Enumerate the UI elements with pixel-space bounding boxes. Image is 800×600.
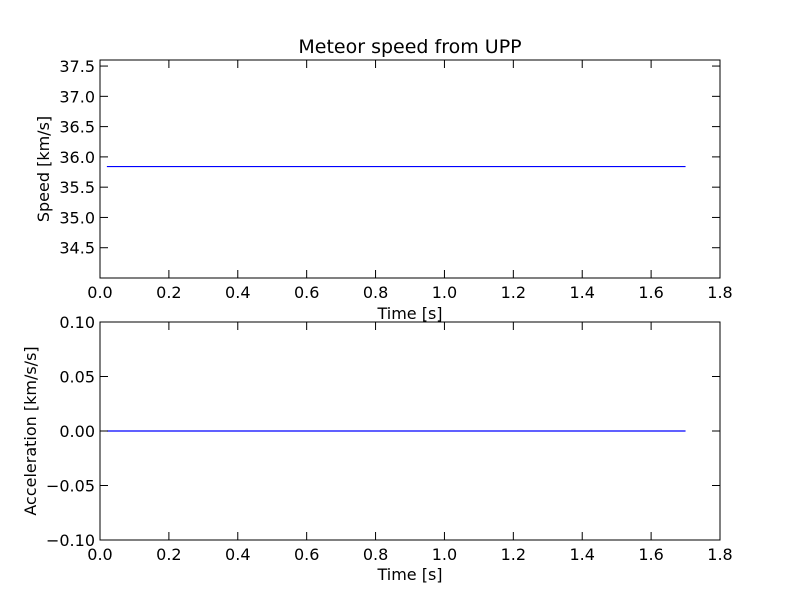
- acceleration-axes: 0.0 0.2 0.4 0.6 0.8 1.0 1.2 1.4 1.6 1.8 −0.10 −0.05…: [21, 313, 733, 584]
- acceleration-x-tick-label: 0.4: [225, 545, 250, 564]
- acceleration-x-tick-label: 1.6: [638, 545, 663, 564]
- speed-x-tick-label: 0.0: [87, 283, 112, 302]
- speed-axes: Meteor speed from UPP 0.0 0.2 0.4 0.6 0.8 1.0…: [34, 36, 733, 323]
- speed-y-tick-label: 37.0: [59, 87, 95, 106]
- acceleration-x-tick-label: 0.2: [156, 545, 181, 564]
- speed-y-tick-label: 35.0: [59, 208, 95, 227]
- acceleration-x-tick-label: 0.0: [87, 545, 112, 564]
- speed-y-tick-label: 36.5: [59, 118, 95, 137]
- acceleration-x-tick-label: 1.8: [707, 545, 732, 564]
- speed-x-tick-label: 1.4: [569, 283, 594, 302]
- speed-y-tick-label: 34.5: [59, 239, 95, 258]
- speed-y-tick-label: 35.5: [59, 178, 95, 197]
- speed-x-tick-label: 1.2: [501, 283, 526, 302]
- acceleration-x-tick-label: 1.2: [501, 545, 526, 564]
- acceleration-y-tick-label: −0.10: [46, 531, 95, 550]
- speed-ticks-group: 0.0 0.2 0.4 0.6 0.8 1.0 1.2 1.4 1.6 1.8 34.5 35.0 35…: [59, 57, 732, 302]
- speed-x-tick-label: 0.2: [156, 283, 181, 302]
- speed-x-tick-label: 1.0: [432, 283, 457, 302]
- speed-x-tick-label: 1.6: [638, 283, 663, 302]
- acceleration-y-tick-label: 0.00: [59, 422, 95, 441]
- acceleration-x-tick-label: 1.4: [569, 545, 594, 564]
- speed-x-tick-label: 0.4: [225, 283, 250, 302]
- speed-x-tick-label: 0.6: [294, 283, 319, 302]
- speed-axes-frame: [99, 59, 721, 279]
- acceleration-y-tick-label: 0.05: [59, 368, 95, 387]
- speed-x-tick-label: 1.8: [707, 283, 732, 302]
- speed-y-tick-label: 36.0: [59, 148, 95, 167]
- acceleration-y-tick-label: 0.10: [59, 313, 95, 332]
- acceleration-x-tick-label: 0.6: [294, 545, 319, 564]
- acceleration-axes-frame: [99, 321, 721, 541]
- speed-y-tick-label: 37.5: [59, 57, 95, 76]
- acceleration-y-tick-label: −0.05: [46, 477, 95, 496]
- speed-x-axis-label: Time [s]: [376, 304, 442, 323]
- speed-y-axis-label: Speed [km/s]: [34, 116, 53, 222]
- acceleration-x-tick-label: 1.0: [432, 545, 457, 564]
- speed-x-tick-label: 0.8: [363, 283, 388, 302]
- acceleration-x-tick-label: 0.8: [363, 545, 388, 564]
- chart-title: Meteor speed from UPP: [298, 36, 521, 58]
- acceleration-y-axis-label: Acceleration [km/s/s]: [21, 346, 40, 515]
- acceleration-x-axis-label: Time [s]: [376, 565, 442, 584]
